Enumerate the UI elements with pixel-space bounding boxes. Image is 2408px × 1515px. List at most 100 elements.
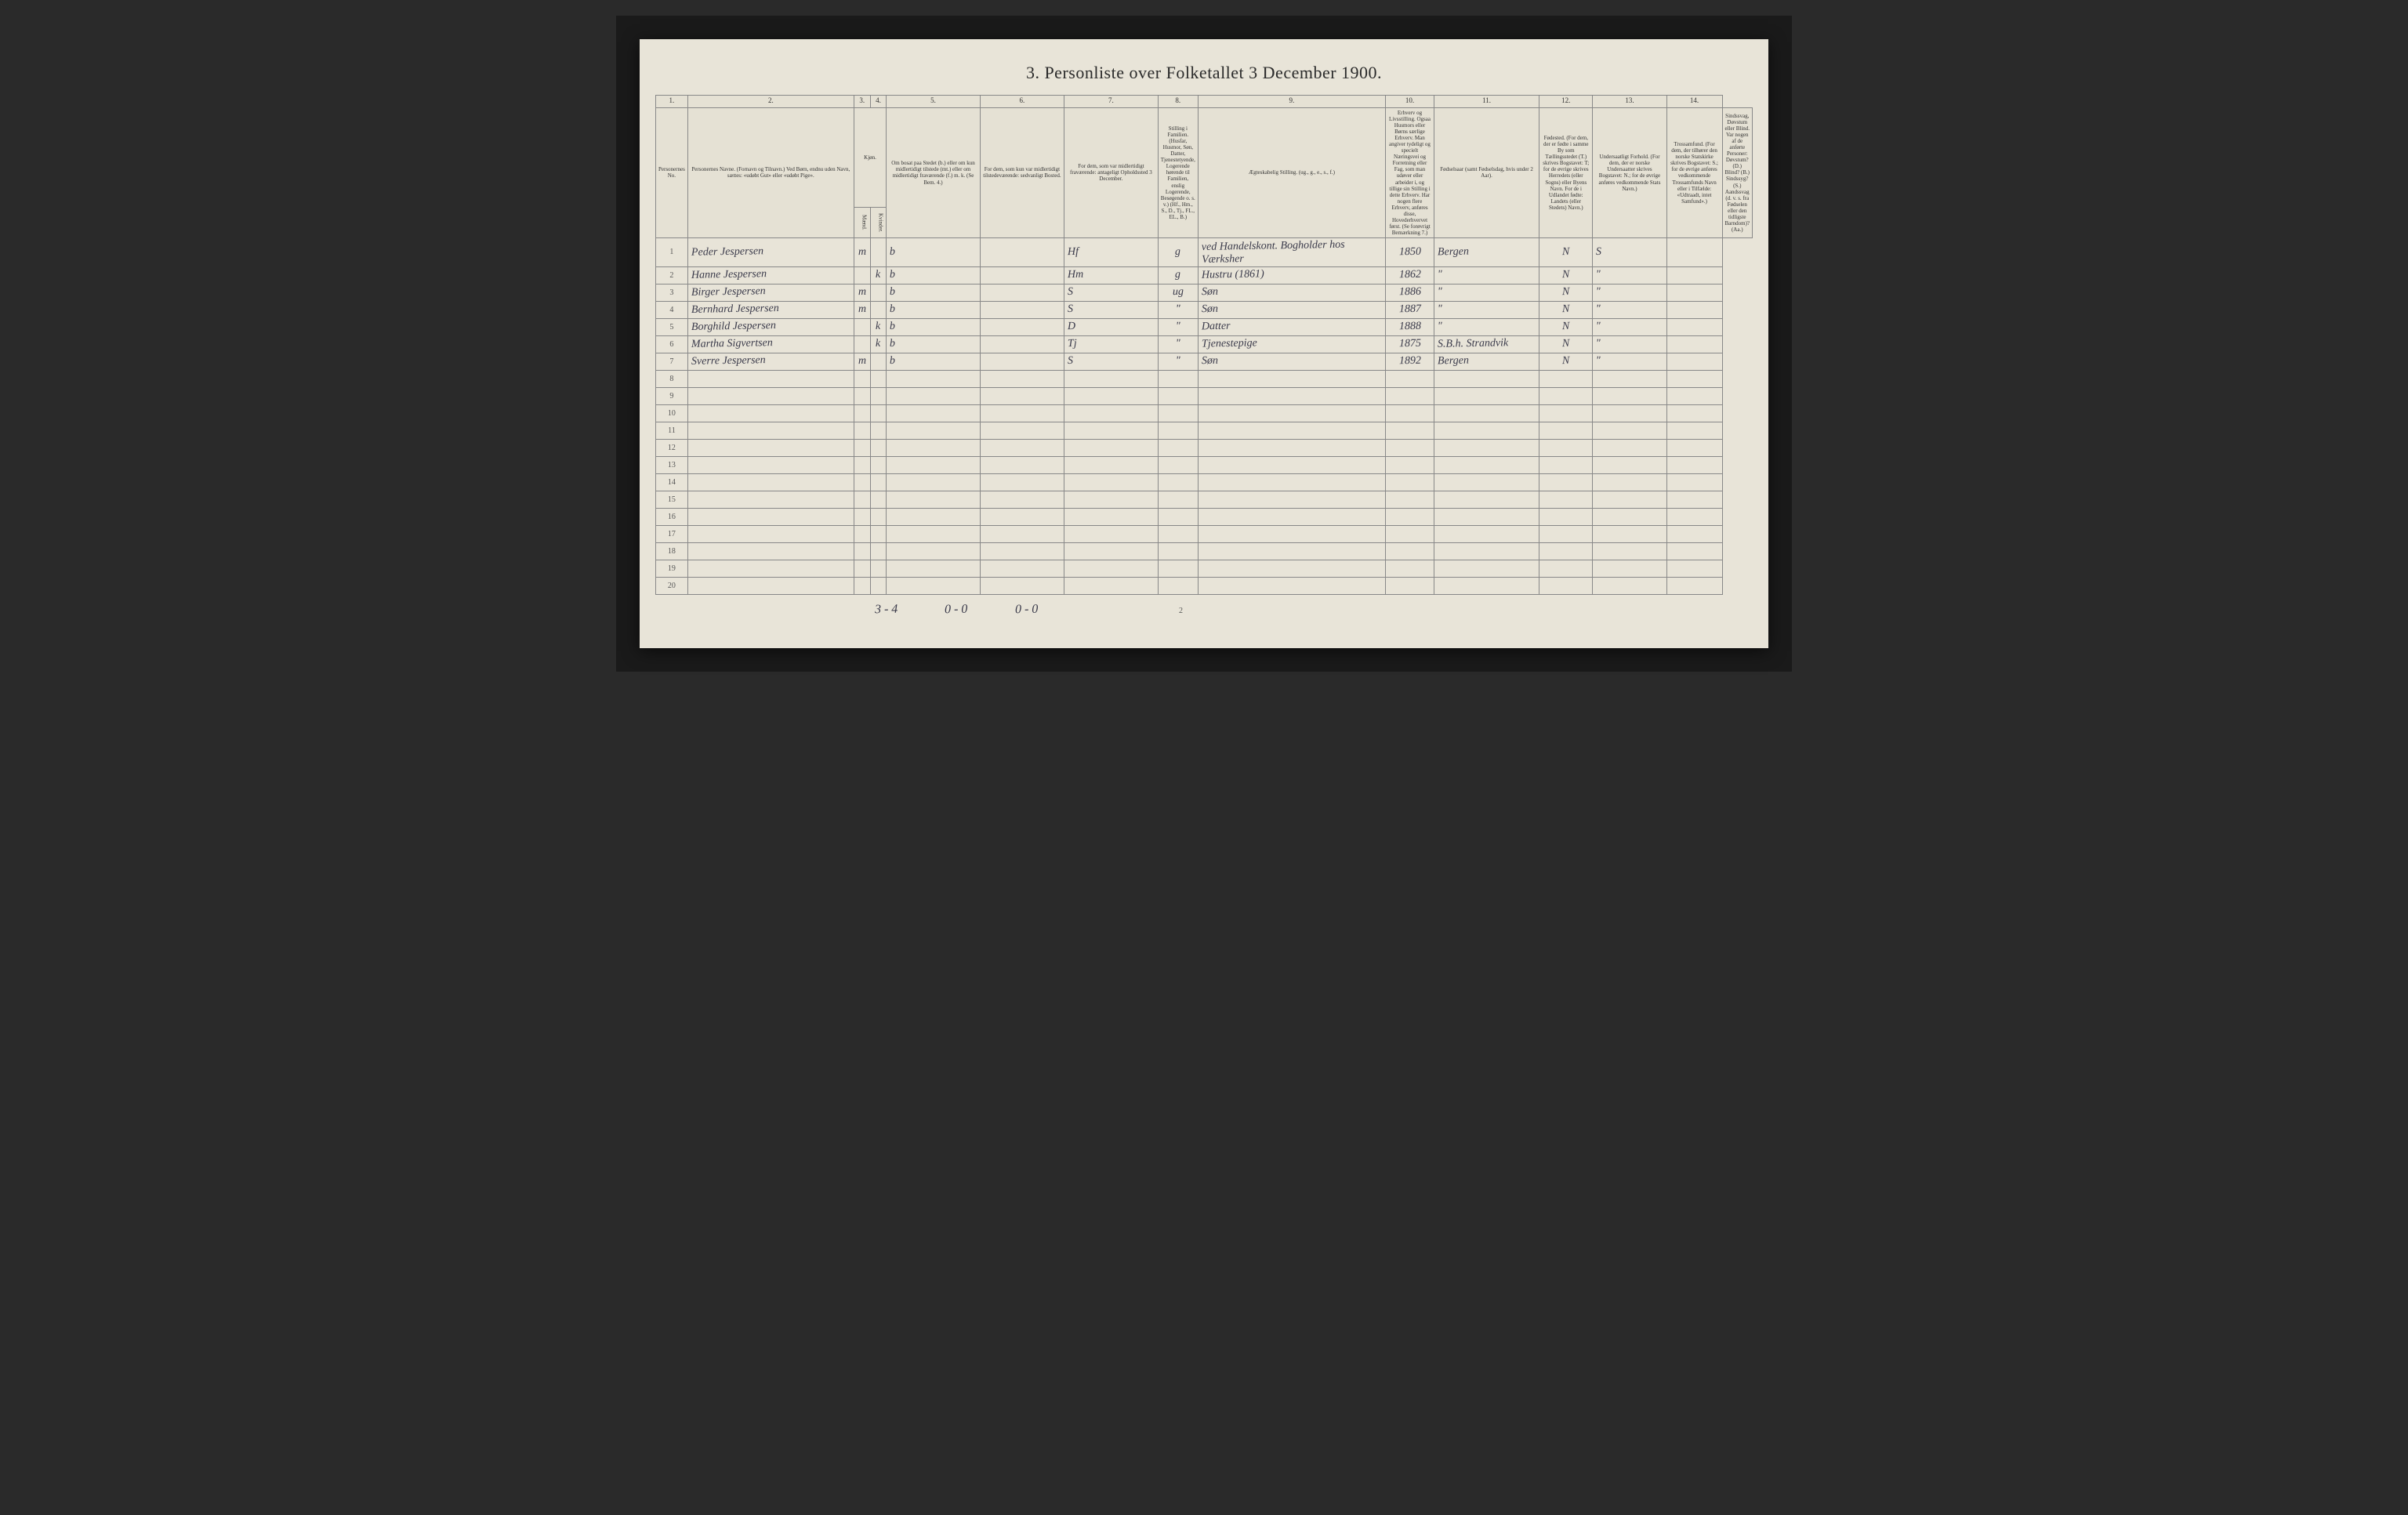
cell-name	[687, 491, 854, 508]
cell-marital: ug	[1158, 284, 1198, 301]
cell-marital	[1158, 370, 1198, 387]
cell-female	[870, 370, 887, 387]
table-row: 9	[656, 387, 1753, 404]
cell-birthplace: "	[1434, 301, 1539, 318]
cell-temp-present	[980, 301, 1064, 318]
cell-residence	[887, 439, 980, 456]
cell-religion	[1593, 387, 1666, 404]
cell-name	[687, 387, 854, 404]
colnum-11: 11.	[1434, 96, 1539, 108]
cell-birthyear	[1385, 387, 1434, 404]
table-row: 20	[656, 577, 1753, 594]
cell-occupation	[1198, 525, 1385, 542]
cell-occupation: Søn	[1198, 301, 1385, 318]
cell-birthplace: S.B.h. Strandvik	[1434, 335, 1539, 353]
cell-family-pos	[1064, 456, 1159, 473]
cell-marital	[1158, 473, 1198, 491]
cell-residence	[887, 370, 980, 387]
cell-family-pos	[1064, 439, 1159, 456]
colnum-4: 4.	[870, 96, 887, 108]
cell-marital	[1158, 525, 1198, 542]
cell-religion: "	[1593, 318, 1666, 335]
cell-religion	[1593, 508, 1666, 525]
cell-male	[854, 439, 870, 456]
cell-religion: "	[1593, 335, 1666, 353]
cell-rownum: 12	[656, 439, 688, 456]
cell-rownum: 15	[656, 491, 688, 508]
cell-birthyear	[1385, 422, 1434, 439]
cell-family-pos: Tj	[1064, 335, 1159, 353]
cell-family-pos: Hf	[1064, 237, 1159, 266]
table-row: 19	[656, 560, 1753, 577]
table-row: 8	[656, 370, 1753, 387]
cell-female	[870, 284, 887, 301]
cell-family-pos	[1064, 525, 1159, 542]
table-row: 7Sverre JespersenmbS"Søn1892BergenN"	[656, 353, 1753, 370]
cell-male	[854, 404, 870, 422]
cell-religion	[1593, 422, 1666, 439]
cell-birthyear: 1886	[1385, 284, 1434, 301]
cell-marital	[1158, 508, 1198, 525]
cell-male	[854, 560, 870, 577]
cell-family-pos: S	[1064, 301, 1159, 318]
colnum-5: 5.	[887, 96, 980, 108]
table-row: 1Peder JespersenmbHfgved Handelskont. Bo…	[656, 237, 1753, 266]
cell-residence	[887, 387, 980, 404]
cell-disability	[1666, 301, 1722, 318]
cell-religion	[1593, 439, 1666, 456]
cell-nationality: N	[1539, 353, 1593, 370]
cell-occupation: Tjenestepige	[1198, 335, 1385, 353]
cell-name: Hanne Jespersen	[687, 266, 854, 284]
table-row: 11	[656, 422, 1753, 439]
cell-rownum: 3	[656, 284, 688, 301]
table-row: 15	[656, 491, 1753, 508]
cell-religion: "	[1593, 266, 1666, 284]
colnum-7: 7.	[1064, 96, 1159, 108]
header-sex: Kjøn.	[854, 108, 886, 208]
cell-occupation	[1198, 370, 1385, 387]
cell-marital	[1158, 456, 1198, 473]
cell-temp-present	[980, 318, 1064, 335]
cell-female	[870, 387, 887, 404]
cell-marital: "	[1158, 301, 1198, 318]
cell-name	[687, 439, 854, 456]
cell-temp-present	[980, 422, 1064, 439]
cell-disability	[1666, 387, 1722, 404]
cell-birthyear: 1875	[1385, 335, 1434, 353]
cell-occupation: Hustru (1861)	[1198, 266, 1385, 284]
cell-occupation: Søn	[1198, 353, 1385, 370]
tally-1: 3 - 4	[875, 603, 898, 618]
cell-name	[687, 456, 854, 473]
cell-nationality	[1539, 473, 1593, 491]
cell-birthplace: "	[1434, 266, 1539, 284]
cell-birthyear	[1385, 560, 1434, 577]
cell-female	[870, 508, 887, 525]
cell-birthyear	[1385, 404, 1434, 422]
cell-male	[854, 266, 870, 284]
cell-temp-present	[980, 284, 1064, 301]
cell-residence	[887, 560, 980, 577]
cell-nationality: N	[1539, 318, 1593, 335]
header-female: Kvinder.	[870, 207, 887, 237]
cell-female	[870, 560, 887, 577]
scan-frame: 3. Personliste over Folketallet 3 Decemb…	[616, 16, 1792, 672]
cell-temp-present	[980, 335, 1064, 353]
cell-male	[854, 318, 870, 335]
cell-religion: S	[1593, 237, 1666, 266]
cell-occupation: Søn	[1198, 284, 1385, 301]
cell-occupation	[1198, 439, 1385, 456]
cell-disability	[1666, 542, 1722, 560]
cell-female	[870, 353, 887, 370]
cell-male: m	[854, 301, 870, 318]
cell-name: Martha Sigvertsen	[687, 335, 854, 353]
cell-birthplace	[1434, 370, 1539, 387]
cell-temp-present	[980, 237, 1064, 266]
cell-occupation	[1198, 508, 1385, 525]
cell-male: m	[854, 284, 870, 301]
cell-female	[870, 542, 887, 560]
colnum-6: 6.	[980, 96, 1064, 108]
cell-birthyear: 1850	[1385, 237, 1434, 266]
cell-temp-present	[980, 542, 1064, 560]
cell-family-pos	[1064, 387, 1159, 404]
cell-male	[854, 456, 870, 473]
